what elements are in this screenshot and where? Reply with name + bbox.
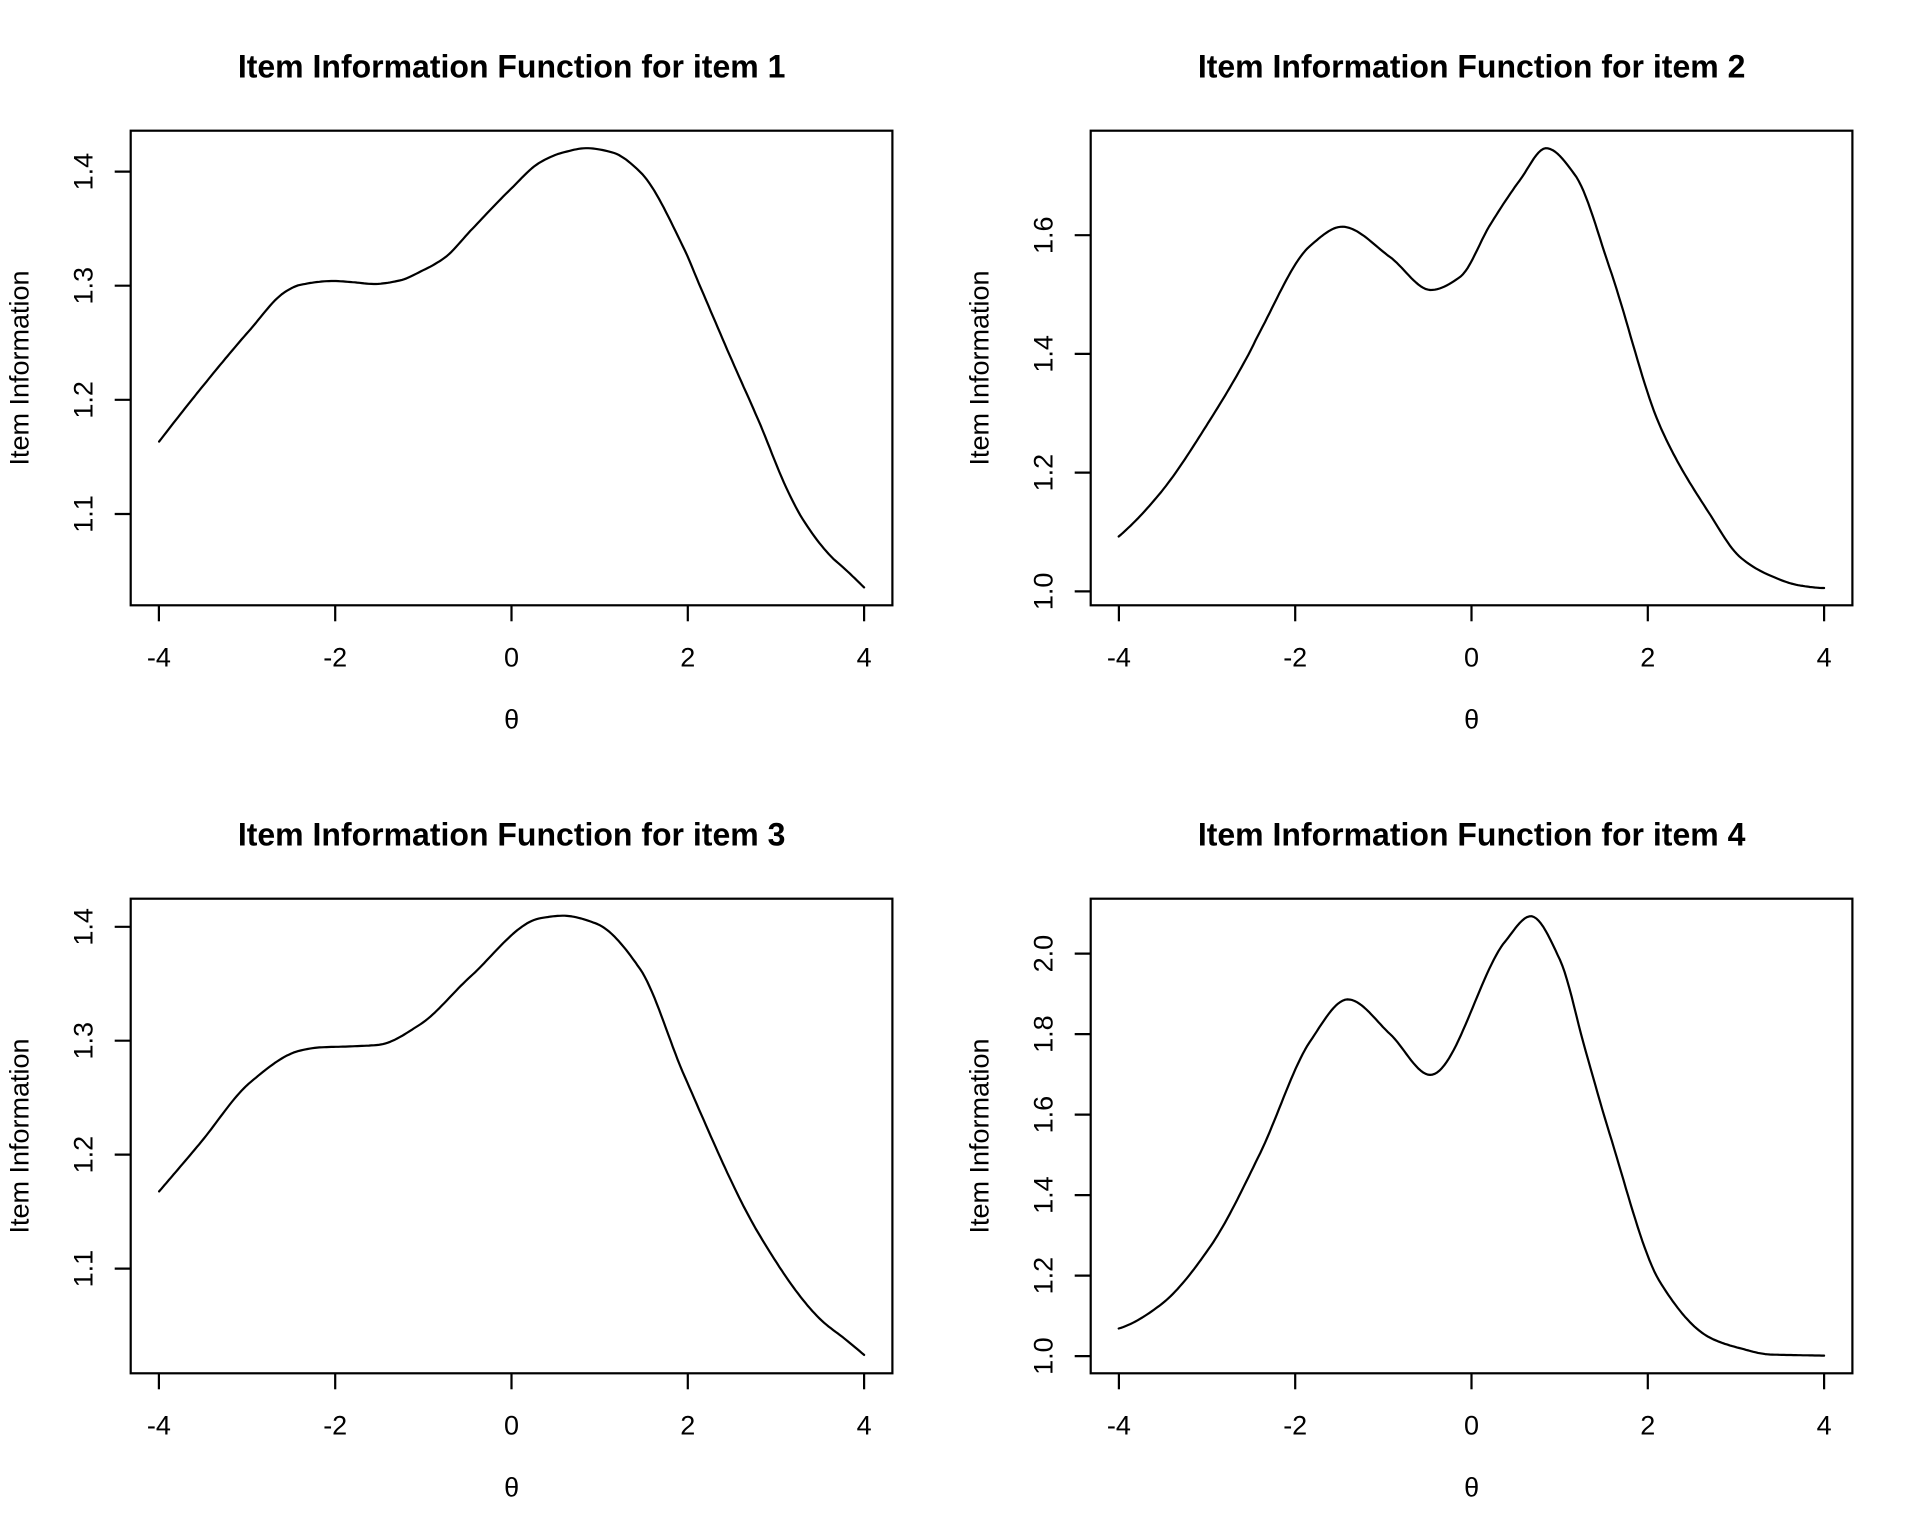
svg-text:1.3: 1.3 — [69, 1022, 99, 1060]
svg-text:4: 4 — [857, 1411, 872, 1441]
svg-text:θ: θ — [504, 705, 519, 735]
svg-text:1.2: 1.2 — [1029, 454, 1059, 492]
svg-text:-4: -4 — [1107, 643, 1131, 673]
svg-text:Item Information: Item Information — [965, 1038, 995, 1233]
svg-text:1.2: 1.2 — [69, 1136, 99, 1174]
svg-text:Item Information: Item Information — [5, 270, 35, 465]
svg-text:1.4: 1.4 — [69, 153, 99, 191]
svg-text:Item Information Function for: Item Information Function for item 2 — [1198, 49, 1746, 85]
svg-text:2.0: 2.0 — [1029, 935, 1059, 973]
svg-text:Item Information: Item Information — [5, 1038, 35, 1233]
svg-text:θ: θ — [1464, 1473, 1479, 1503]
svg-text:-4: -4 — [1107, 1411, 1131, 1441]
svg-text:1.6: 1.6 — [1029, 216, 1059, 254]
svg-text:1.0: 1.0 — [1029, 1337, 1059, 1375]
svg-text:1.6: 1.6 — [1029, 1096, 1059, 1134]
svg-text:1.2: 1.2 — [1029, 1257, 1059, 1295]
svg-text:1.0: 1.0 — [1029, 573, 1059, 611]
svg-text:2: 2 — [680, 1411, 695, 1441]
svg-text:Item Information: Item Information — [965, 270, 995, 465]
svg-text:0: 0 — [1464, 643, 1479, 673]
svg-text:1.4: 1.4 — [1029, 335, 1059, 373]
svg-text:1.4: 1.4 — [69, 908, 99, 946]
svg-text:-4: -4 — [147, 1411, 171, 1441]
svg-text:1.1: 1.1 — [69, 1250, 99, 1288]
svg-text:0: 0 — [1464, 1411, 1479, 1441]
svg-text:0: 0 — [504, 643, 519, 673]
svg-text:4: 4 — [1817, 643, 1832, 673]
svg-text:2: 2 — [680, 643, 695, 673]
svg-text:1.2: 1.2 — [69, 381, 99, 419]
svg-text:-4: -4 — [147, 643, 171, 673]
svg-text:-2: -2 — [323, 1411, 347, 1441]
svg-text:4: 4 — [1817, 1411, 1832, 1441]
svg-text:θ: θ — [1464, 705, 1479, 735]
svg-text:1.4: 1.4 — [1029, 1176, 1059, 1214]
svg-text:4: 4 — [857, 643, 872, 673]
svg-text:2: 2 — [1640, 643, 1655, 673]
svg-text:θ: θ — [504, 1473, 519, 1503]
svg-text:Item Information Function for: Item Information Function for item 4 — [1198, 817, 1746, 853]
svg-text:1.1: 1.1 — [69, 495, 99, 533]
svg-text:1.3: 1.3 — [69, 267, 99, 305]
svg-text:-2: -2 — [1283, 1411, 1307, 1441]
svg-text:-2: -2 — [323, 643, 347, 673]
svg-text:-2: -2 — [1283, 643, 1307, 673]
svg-text:Item Information Function for: Item Information Function for item 3 — [238, 817, 786, 853]
svg-text:Item Information Function for: Item Information Function for item 1 — [238, 49, 786, 85]
svg-text:1.8: 1.8 — [1029, 1015, 1059, 1053]
svg-text:2: 2 — [1640, 1411, 1655, 1441]
svg-text:0: 0 — [504, 1411, 519, 1441]
